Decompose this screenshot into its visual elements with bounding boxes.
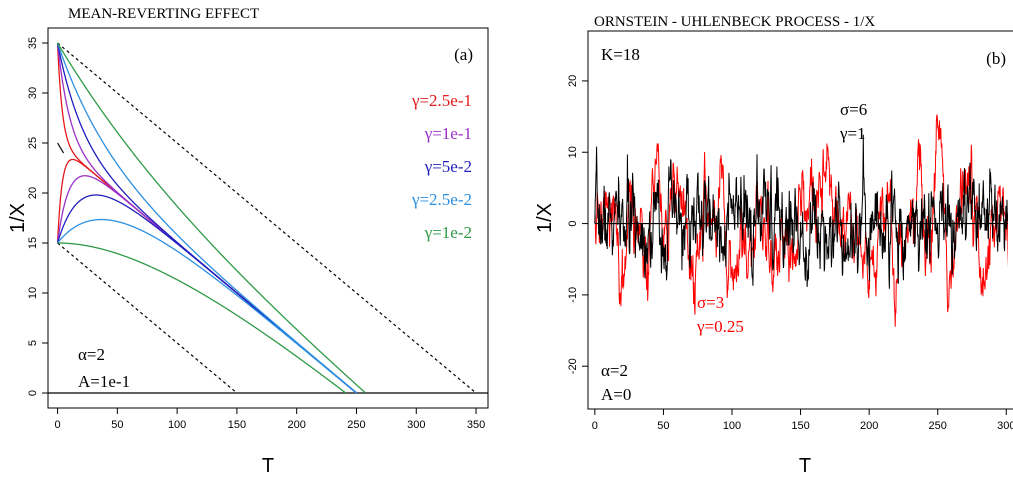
panel-b-label: (b) bbox=[986, 49, 1006, 68]
panel-a-series-4-path-1 bbox=[57, 242, 347, 394]
panel-a-label: (a) bbox=[454, 45, 473, 64]
panel-a-legend-entry-3: γ=2.5e-2 bbox=[411, 190, 472, 209]
panel-a-reference-line-0 bbox=[57, 142, 65, 154]
panel-b-title: ORNSTEIN - UHLENBECK PROCESS - 1/X bbox=[594, 14, 875, 30]
panel-b-series-group bbox=[594, 113, 1008, 327]
panel-a-x-label: T bbox=[262, 455, 274, 477]
panel-b-y-axis: -20 -10 0 10 20 bbox=[567, 75, 588, 374]
panel-b-series-1-label-1: γ=0.25 bbox=[696, 317, 744, 336]
panel-a-series-2-path-0 bbox=[56, 42, 357, 394]
panel-b-frame bbox=[587, 30, 1013, 410]
panel-b-series-0-label-1: γ=1 bbox=[839, 124, 866, 143]
panel-a-reference-line-2 bbox=[57, 242, 238, 394]
panel-a-y-tick-label-0: 0 bbox=[27, 390, 39, 396]
panel-a-x-tick-label-3: 150 bbox=[228, 419, 246, 431]
panel-b-y-tick-label-1: -10 bbox=[567, 287, 579, 303]
panel-a-x-tick-label-5: 250 bbox=[347, 419, 365, 431]
panel-b-series-1-label-0: σ=3 bbox=[697, 293, 724, 312]
panel-b-y-tick-label-3: 10 bbox=[567, 146, 579, 158]
panel-b-plot-area bbox=[594, 113, 1008, 327]
panel-b-x-tick-label-0: 0 bbox=[592, 420, 598, 432]
panel-a-series-1-path-0 bbox=[56, 42, 357, 394]
panel-a-series-0-path-0 bbox=[56, 42, 357, 394]
panel-b-alpha: α=2 bbox=[601, 361, 628, 380]
panel-b-series-labels: σ=6 γ=1 σ=3 γ=0.25 bbox=[696, 100, 867, 336]
panel-a-series-3-path-1 bbox=[57, 218, 357, 394]
panel-b-K: K=18 bbox=[601, 45, 640, 64]
panel-a-x-tick-label-4: 200 bbox=[288, 419, 306, 431]
panel-a-legend: γ=2.5e-1 γ=1e-1 γ=5e-2 γ=2.5e-2 γ=1e-2 bbox=[411, 91, 472, 242]
panel-a-reference-line-1 bbox=[57, 42, 477, 394]
panel-b-y-tick-label-0: -20 bbox=[567, 358, 579, 374]
panel-a-legend-entry-0: γ=2.5e-1 bbox=[411, 91, 472, 110]
panel-b-series-1-path bbox=[594, 113, 1008, 327]
panel-a-series-3-path-0 bbox=[56, 42, 357, 394]
panel-b-y-label: 1/X bbox=[534, 203, 556, 233]
panel-a-x-tick-label-2: 100 bbox=[168, 419, 186, 431]
panel-a-x-tick-label-0: 0 bbox=[55, 419, 61, 431]
panel-a: MEAN-REVERTING EFFECT (a) γ=2.5e-1 γ=1e-1… bbox=[7, 6, 489, 477]
panel-b-y-tick-label-2: 0 bbox=[567, 221, 579, 227]
panel-b: ORNSTEIN - UHLENBECK PROCESS - 1/X K=18 … bbox=[534, 14, 1013, 477]
panel-a-A: A=1e-1 bbox=[78, 372, 130, 391]
panel-a-y-tick-label-5: 25 bbox=[27, 137, 39, 149]
panel-a-y-tick-label-1: 5 bbox=[27, 340, 39, 346]
panel-a-y-label: 1/X bbox=[7, 203, 29, 233]
panel-a-title: MEAN-REVERTING EFFECT bbox=[68, 6, 259, 22]
panel-a-y-tick-label-2: 10 bbox=[27, 287, 39, 299]
panel-a-x-tick-label-1: 50 bbox=[111, 419, 123, 431]
panel-a-y-tick-label-6: 30 bbox=[27, 87, 39, 99]
panel-a-alpha: α=2 bbox=[78, 345, 105, 364]
panel-b-y-tick-label-4: 20 bbox=[567, 75, 579, 87]
panel-a-frame bbox=[47, 27, 489, 409]
panel-a-y-tick-label-3: 15 bbox=[27, 237, 39, 249]
panel-b-x-tick-label-6: 300 bbox=[997, 420, 1013, 432]
panel-a-y-tick-label-7: 35 bbox=[27, 37, 39, 49]
panel-b-x-tick-label-5: 250 bbox=[929, 420, 947, 432]
panel-a-legend-entry-2: γ=5e-2 bbox=[424, 157, 472, 176]
panel-a-y-axis: 0 5 10 15 20 25 30 35 bbox=[27, 37, 48, 396]
panel-a-series-4-path-0 bbox=[57, 42, 366, 394]
panel-b-x-tick-label-2: 100 bbox=[723, 420, 741, 432]
panel-b-x-tick-label-1: 50 bbox=[657, 420, 669, 432]
panel-b-A: A=0 bbox=[601, 385, 631, 404]
panel-b-x-tick-label-3: 150 bbox=[791, 420, 809, 432]
panel-b-x-label: T bbox=[799, 455, 811, 477]
panel-a-y-tick-label-4: 20 bbox=[27, 187, 39, 199]
panel-b-series-0-label-0: σ=6 bbox=[840, 100, 867, 119]
panel-b-x-tick-label-4: 200 bbox=[860, 420, 878, 432]
panel-b-x-axis: 0 50 100 150 200 250 300 bbox=[592, 409, 1013, 432]
panel-a-legend-entry-4: γ=1e-2 bbox=[424, 223, 472, 242]
panel-a-x-axis: 0 50 100 150 200 250 300 350 bbox=[55, 408, 485, 431]
panel-a-plot-area bbox=[48, 42, 488, 394]
panel-a-legend-entry-1: γ=1e-1 bbox=[424, 124, 472, 143]
panel-a-x-tick-label-7: 350 bbox=[467, 419, 485, 431]
panel-a-x-tick-label-6: 300 bbox=[407, 419, 425, 431]
panel-b-series-0-path bbox=[594, 134, 1008, 289]
